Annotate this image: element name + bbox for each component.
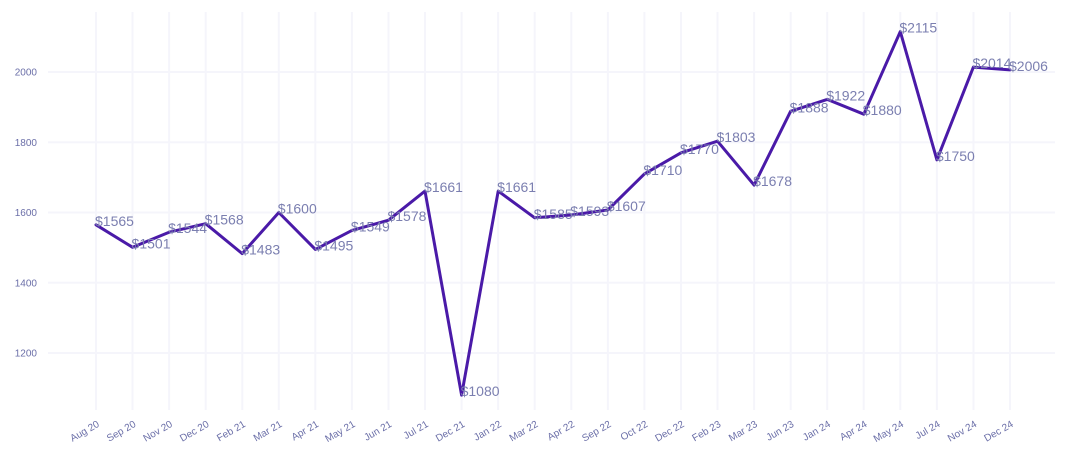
data-label: $1607 — [607, 198, 646, 214]
data-label: $2014 — [972, 55, 1011, 71]
data-label: $1888 — [790, 99, 829, 115]
x-tick-label: Jul 21 — [402, 419, 431, 442]
x-tick-label: Apr 21 — [290, 419, 321, 443]
data-label: $1585 — [534, 206, 573, 222]
data-label: $1549 — [351, 218, 390, 234]
data-label: $1803 — [717, 129, 756, 145]
x-tick-label: Sep 20 — [105, 419, 138, 445]
data-label: $1080 — [461, 383, 500, 399]
x-tick-label: Jul 24 — [914, 419, 943, 442]
x-tick-label: Apr 22 — [546, 419, 577, 443]
x-tick-label: Aug 20 — [69, 419, 102, 445]
x-tick-label: Jun 21 — [362, 419, 394, 444]
x-tick-label: Dec 24 — [983, 419, 1016, 445]
x-axis-ticks: Aug 20 Sep 20 Nov 20 Dec 20 Feb 21 Mar 21 Apr … — [69, 419, 1016, 445]
data-label: $1600 — [278, 201, 317, 217]
x-tick-label: Nov 20 — [142, 419, 175, 445]
x-tick-label: Mar 23 — [727, 419, 760, 444]
x-tick-label: Feb 21 — [215, 419, 248, 444]
data-label: $1593 — [570, 203, 609, 219]
x-tick-label: Dec 20 — [178, 419, 211, 445]
data-label: $1678 — [753, 173, 792, 189]
y-tick-label: 1400 — [15, 278, 38, 289]
x-tick-label: Jun 23 — [765, 419, 797, 444]
data-label: $1501 — [132, 235, 171, 251]
data-label: $1922 — [826, 87, 865, 103]
x-tick-label: Jan 24 — [801, 419, 833, 444]
data-label: $1880 — [863, 102, 902, 118]
data-label: $1750 — [936, 148, 975, 164]
data-label: $1661 — [424, 179, 463, 195]
x-gridlines — [95, 12, 1011, 410]
data-label: $1544 — [168, 220, 207, 236]
x-tick-label: Mar 22 — [508, 419, 541, 444]
y-tick-label: 1200 — [15, 349, 38, 360]
data-labels: $1565 $1501$1544$1568 $1483 $1600 $1495 $1549… — [95, 20, 1048, 400]
data-label: $1495 — [314, 237, 353, 253]
x-tick-label: Oct 22 — [619, 419, 650, 443]
data-label: $2006 — [1009, 58, 1048, 74]
y-tick-label: 1800 — [15, 138, 38, 149]
data-label: $1710 — [643, 162, 682, 178]
data-label: $1770 — [680, 141, 719, 157]
data-label: $1483 — [241, 242, 280, 258]
x-tick-label: Apr 24 — [838, 419, 869, 443]
x-tick-label: Jan 22 — [472, 419, 504, 444]
data-label: $1568 — [205, 212, 244, 228]
x-tick-label: Mar 21 — [252, 419, 285, 444]
x-tick-label: Nov 24 — [946, 419, 979, 445]
y-tick-label: 1600 — [15, 208, 38, 219]
y-axis-ticks: 1200 1400 1600 1800 2000 — [15, 68, 38, 360]
x-tick-label: Sep 22 — [580, 419, 613, 445]
y-gridlines — [48, 71, 1055, 354]
series-line — [94, 30, 1012, 397]
data-label: $2115 — [899, 20, 937, 36]
data-label: $1578 — [387, 208, 426, 224]
x-tick-label: May 21 — [324, 419, 358, 445]
x-tick-label: Feb 23 — [691, 419, 724, 444]
data-label: $1661 — [497, 179, 536, 195]
data-label: $1565 — [95, 213, 134, 229]
y-tick-label: 2000 — [15, 68, 38, 79]
x-tick-label: Dec 21 — [434, 419, 467, 445]
x-tick-label: Dec 22 — [654, 419, 687, 445]
x-tick-label: May 24 — [872, 419, 906, 445]
